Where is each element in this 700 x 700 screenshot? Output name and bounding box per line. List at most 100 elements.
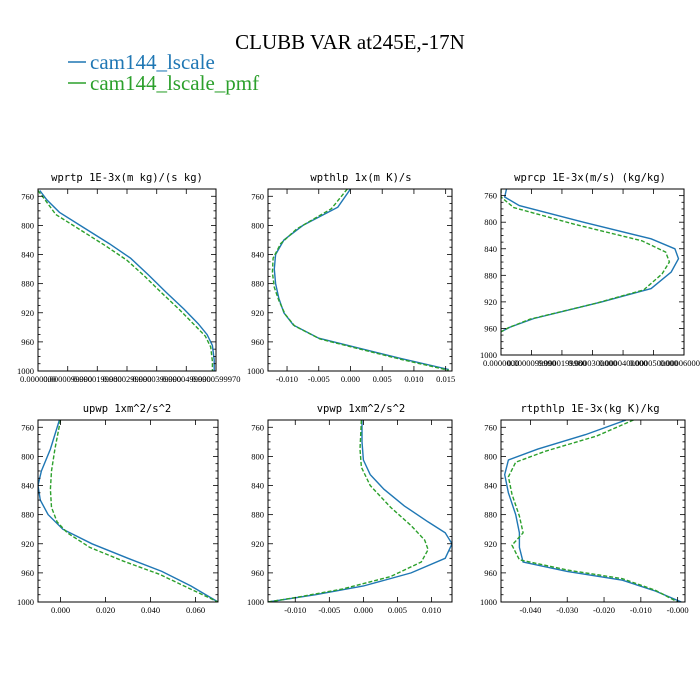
y-tick-label: 760 [21,422,34,432]
legend-label-lscale: cam144_lscale [90,50,215,74]
y-tick-label: 760 [484,191,497,201]
x-tick-label: 0.0000499990 [162,374,211,384]
y-tick-label: 1000 [247,366,264,376]
plot-frame [267,419,453,603]
y-tick-label: 880 [251,279,264,289]
y-tick-label: 760 [484,422,497,432]
x-tick-label: 0.000 [51,605,70,615]
series-line-lscale [501,189,680,333]
x-tick-label: 0.0000400000 [599,358,648,368]
series-line-lscale-pmf [49,420,218,602]
y-tick-label: 960 [251,568,264,578]
series-line-lscale-pmf [501,189,671,333]
y-tick-label: 760 [251,191,264,201]
y-tick-label: 960 [484,568,497,578]
y-tick-label: 800 [251,220,264,230]
y-tick-label: 1000 [480,350,497,360]
panel-title: upwp 1xm^2/s^2 [83,403,172,415]
x-tick-label: 0.0000399990 [132,374,181,384]
y-tick-label: 800 [484,451,497,461]
x-tick-label: 0.0000199980 [538,358,587,368]
y-tick-label: 1000 [247,597,264,607]
y-tick-label: 1000 [17,597,34,607]
x-tick-label: 0.0000099990 [43,374,92,384]
x-tick-label: -0.005 [308,374,330,384]
x-tick-label: -0.030 [556,605,578,615]
x-tick-label: 0.010 [422,605,441,615]
x-tick-label: -0.020 [593,605,615,615]
series-line-lscale [503,420,682,602]
y-tick-label: 960 [21,568,34,578]
y-tick-label: 920 [484,297,497,307]
y-tick-label: 1000 [17,366,34,376]
panel-vpwp: vpwp 1xm^2/s^2 760 800 840 880 920 960 1000 -0.… [247,403,453,615]
y-tick-label: 920 [251,539,264,549]
x-tick-label: 0.0000599970 [192,374,241,384]
panel-title: wprtp 1E-3x(m kg)/(s kg) [51,172,203,184]
panel-title: wprcp 1E-3x(m/s) (kg/kg) [514,172,666,184]
x-tick-label: 0.000 [341,374,360,384]
y-tick-label: 920 [21,539,34,549]
y-tick-label: 840 [21,250,34,260]
y-tick-label: 840 [251,250,264,260]
x-tick-label: 0.060 [186,605,205,615]
y-tick-label: 840 [484,244,497,254]
x-tick-label: 0.0000099990 [507,358,556,368]
x-tick-label: -0.005 [318,605,340,615]
x-tick-label: -0.010 [276,374,298,384]
panel-wprcp: wprcp 1E-3x(m/s) (kg/kg) 760 800 840 880 920… [480,172,700,368]
x-tick-label: 0.005 [373,374,392,384]
panel-title: wpthlp 1x(m K)/s [310,172,411,184]
x-tick-label: 0.015 [436,374,455,384]
y-tick-label: 960 [484,323,497,333]
y-tick-label: 880 [251,510,264,520]
panel-title: rtpthlp 1E-3x(kg K)/kg [520,403,659,415]
y-tick-label: 840 [251,481,264,491]
y-tick-label: 960 [21,337,34,347]
panel-rtpthlp: rtpthlp 1E-3x(kg K)/kg 760 800 840 880 920 96… [480,403,689,615]
series-line-lscale [39,190,215,371]
panel-upwp: upwp 1xm^2/s^2 760 800 840 880 920 960 1000 0.0… [17,403,219,615]
y-tick-label: 880 [484,510,497,520]
y-tick-label: 880 [484,270,497,280]
x-tick-label: -0.000 [667,605,689,615]
x-tick-label: 0.040 [141,605,160,615]
y-tick-label: 920 [484,539,497,549]
y-tick-label: 920 [21,308,34,318]
series-line-lscale-pmf [507,420,678,602]
x-tick-label: -0.010 [630,605,652,615]
series-line-lscale-pmf [268,420,429,602]
x-tick-label: 0.0000500000 [629,358,678,368]
x-tick-label: 0.0000000 [483,358,519,368]
y-tick-label: 880 [21,510,34,520]
figure-legend: cam144_lscale cam144_lscale_pmf [68,50,259,95]
plot-frame [267,188,453,372]
series-line-lscale-pmf [38,190,214,371]
x-tick-label: 0.0000199980 [73,374,122,384]
x-tick-label: 0.000 [354,605,373,615]
y-tick-label: 800 [21,220,34,230]
y-tick-label: 1000 [480,597,497,607]
y-tick-label: 800 [251,451,264,461]
x-tick-label: -0.010 [284,605,306,615]
plot-frame [37,419,219,603]
x-tick-label: 0.0000600000 [660,358,700,368]
x-tick-label: -0.040 [519,605,541,615]
x-tick-label: 0.0000299990 [103,374,152,384]
panel-wprtp: wprtp 1E-3x(m kg)/(s kg) 760 800 840 880 920… [17,172,240,384]
legend-label-lscale-pmf: cam144_lscale_pmf [90,71,259,95]
figure-title: CLUBB VAR at245E,-17N [235,30,465,54]
x-tick-label: 0.0000300000 [568,358,617,368]
y-tick-label: 800 [21,451,34,461]
plot-frame [500,188,685,356]
series-line-lscale [273,189,449,371]
y-tick-label: 880 [21,279,34,289]
x-tick-label: 0.005 [388,605,407,615]
x-tick-label: 0.010 [404,374,423,384]
y-tick-label: 760 [21,191,34,201]
panel-title: vpwp 1xm^2/s^2 [317,403,406,415]
panel-wpthlp: wpthlp 1x(m K)/s 760 800 840 880 920 960 1000 -… [247,172,455,384]
y-tick-label: 840 [21,481,34,491]
series-line-lscale [268,420,452,602]
